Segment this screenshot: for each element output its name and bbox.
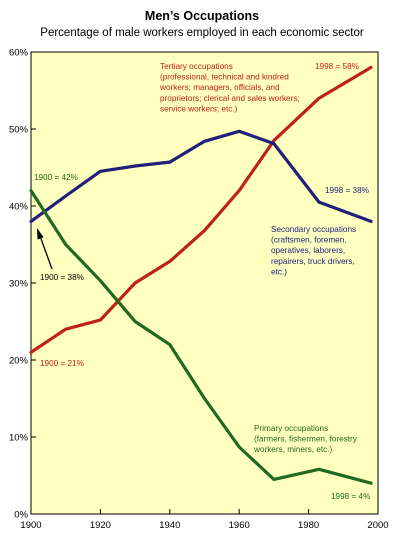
annotations: Tertiary occupations (professional, techn… [34,62,370,501]
tertiary-start-label: 1900 = 21% [40,359,84,368]
y-tick-label: 60% [9,48,29,59]
secondary-label: repairers, truck drivers, [271,257,355,266]
tertiary-label: (professional, technical and kindred [160,73,289,82]
secondary-label: etc.) [271,267,287,276]
y-tick-label: 50% [9,125,29,136]
primary-series-line [29,189,373,485]
secondary-label: (craftsmen, foremen, [271,236,347,245]
plot-area [30,51,379,515]
primary-label: Primary occupations [254,424,328,433]
tertiary-label: workers; managers, officials, and [159,83,280,92]
secondary-end-label: 1998 = 38% [325,186,369,195]
x-tick-label: 1920 [90,520,111,531]
arrow-head [37,228,44,240]
y-tick-label: 10% [9,433,29,444]
arrow-line [39,235,53,270]
tertiary-label: service workers; etc.) [160,104,238,113]
x-axis: 1900 1920 1940 1960 1980 2000 [20,509,389,531]
x-tick-label: 1940 [159,520,180,531]
tertiary-series-line [29,65,373,354]
secondary-label: operatives, laborers, [271,246,345,255]
x-tick-label: 1980 [298,520,319,531]
y-tick-label: 20% [9,356,29,367]
y-tick-label: 0% [14,510,28,521]
secondary-label: Secondary occupations [271,225,356,234]
x-tick-label: 1960 [229,520,250,531]
chart-subtitle: Percentage of male workers employed in e… [40,27,364,39]
x-tick-label: 2000 [367,520,388,531]
primary-label: workers, miners, etc.) [253,445,333,454]
tertiary-label: proprietors; clerical and sales workers; [160,94,300,103]
series-lines [29,65,373,485]
y-tick-label: 40% [9,202,29,213]
tertiary-label: Tertiary occupations [160,62,233,71]
secondary-start-label: 1900 = 38% [40,273,84,282]
primary-end-label: 1998 = 4% [331,492,370,501]
x-tick-label: 1900 [20,520,41,531]
chart-title: Men’s Occupations [145,9,259,23]
secondary-series-line [29,129,373,223]
y-tick-label: 30% [9,279,29,290]
primary-start-label: 1900 = 42% [34,173,78,182]
y-axis: 0% 10% 20% 30% 40% 50% 60% [9,48,36,521]
primary-label: (farmers, fishermen, forestry [254,435,358,444]
tertiary-end-label: 1998 = 58% [315,62,359,71]
